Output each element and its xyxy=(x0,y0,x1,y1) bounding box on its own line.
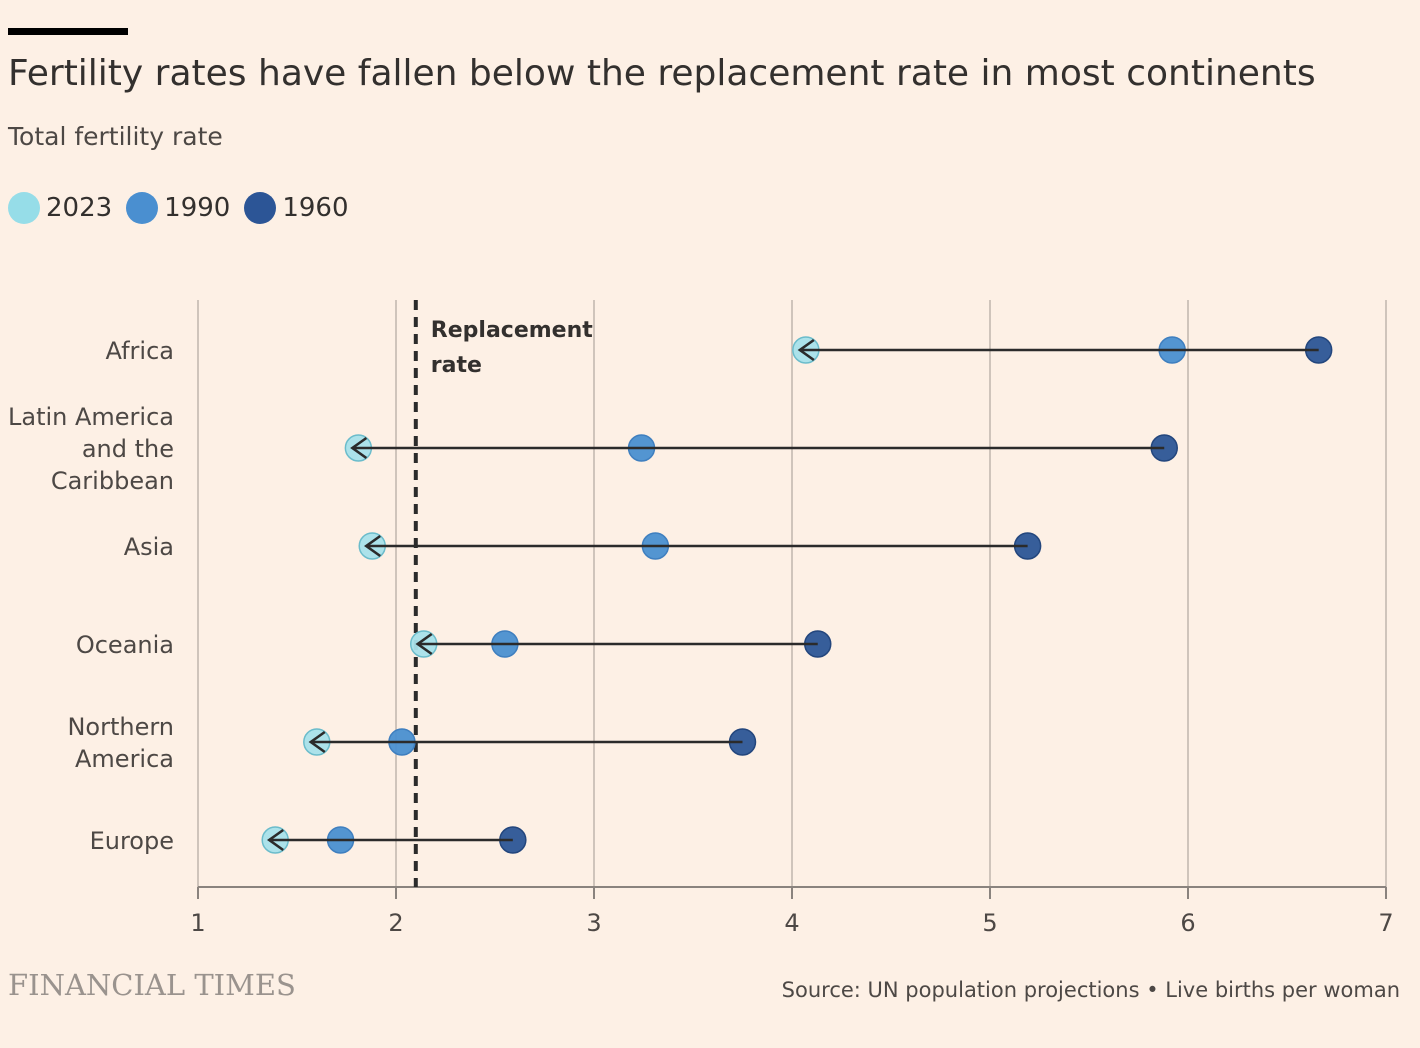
category-label: Caribbean xyxy=(51,467,174,495)
change-arrow-head xyxy=(308,730,326,754)
x-tick-label: 4 xyxy=(784,909,799,937)
category-label: Latin America xyxy=(8,403,174,431)
chart-title: Fertility rates have fallen below the re… xyxy=(8,53,1316,94)
chart-subtitle: Total fertility rate xyxy=(8,122,223,151)
x-tick-label: 7 xyxy=(1378,909,1393,937)
replacement-rate-label: Replacement xyxy=(431,318,593,343)
category-label: Oceania xyxy=(76,631,174,659)
x-tick-label: 6 xyxy=(1180,909,1195,937)
legend-item-1990: 1990 xyxy=(126,192,230,224)
replacement-rate-label: rate xyxy=(431,353,482,378)
top-accent-bar xyxy=(8,28,128,35)
category-label: Northern xyxy=(67,713,174,741)
category-label: Europe xyxy=(90,827,174,855)
legend-label-1960: 1960 xyxy=(282,193,349,223)
x-tick-label: 5 xyxy=(982,909,997,937)
category-label: Asia xyxy=(124,533,174,561)
legend-item-2023: 2023 xyxy=(8,192,112,224)
legend-swatch-1990 xyxy=(126,192,159,224)
legend-swatch-1960 xyxy=(244,192,277,224)
change-arrow-head xyxy=(415,632,433,656)
category-label: and the xyxy=(82,435,174,463)
category-label: America xyxy=(75,745,174,773)
change-arrow-head xyxy=(797,338,815,362)
source-note: Source: UN population projections • Live… xyxy=(781,978,1400,1002)
legend-label-1990: 1990 xyxy=(164,193,231,223)
x-tick-label: 1 xyxy=(190,909,205,937)
change-arrow-head xyxy=(364,534,381,558)
legend-item-1960: 1960 xyxy=(244,192,349,224)
legend-swatch-2023 xyxy=(8,192,40,224)
chart-area: 1 2 3 4 5 6 7 Replacement rate Africa Latin Americ… xyxy=(8,300,1394,937)
legend: 2023 1990 1960 xyxy=(8,188,363,228)
x-tick-label: 3 xyxy=(586,909,601,937)
legend-label-2023: 2023 xyxy=(46,193,113,223)
ft-logo: FINANCIAL TIMES xyxy=(8,968,296,1002)
category-label: Africa xyxy=(106,337,174,365)
change-arrow-head xyxy=(266,828,284,852)
x-tick-label: 2 xyxy=(388,909,403,937)
change-arrow-head xyxy=(350,436,368,460)
